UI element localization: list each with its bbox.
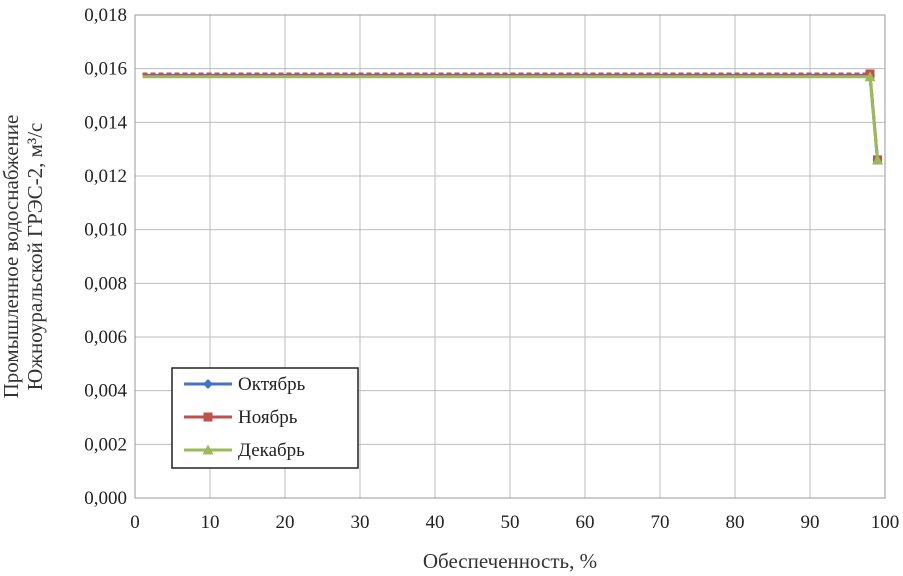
y-tick-label: 0,002 <box>84 434 127 455</box>
y-tick-label: 0,000 <box>84 488 127 509</box>
y-tick-label: 0,018 <box>84 5 127 26</box>
legend-label: Октябрь <box>238 374 306 395</box>
data-point <box>872 154 883 165</box>
series-layer <box>142 69 883 165</box>
x-tick-label: 90 <box>801 512 820 533</box>
x-tick-label: 80 <box>726 512 745 533</box>
x-tick-label: 20 <box>276 512 295 533</box>
x-axis: 0 10 20 30 40 50 60 70 80 90 100 <box>130 512 899 533</box>
y-axis-title: Промышленное водоснабжение Южноуральской … <box>0 115 47 399</box>
series-3 <box>142 71 883 165</box>
y-tick-label: 0,004 <box>84 381 127 402</box>
legend-item: Октябрь <box>184 374 306 395</box>
legend: Октябрь Ноябрь Декабрь <box>171 367 359 469</box>
y-tick-label: 0,016 <box>84 59 127 80</box>
legend-label: Декабрь <box>238 440 305 461</box>
y-axis-title-line-2: Южноуральской ГРЭС-2, м³/с <box>23 123 47 391</box>
plot-frame <box>134 14 886 499</box>
legend-marker <box>202 444 214 455</box>
x-tick-label: 10 <box>201 512 220 533</box>
data-point <box>864 71 876 82</box>
y-tick-label: 0,012 <box>84 166 127 187</box>
x-axis-title: Обеспеченность, % <box>423 549 597 573</box>
x-tick-label: 50 <box>501 512 520 533</box>
y-tick-label: 0,014 <box>84 112 127 133</box>
x-tick-label: 40 <box>426 512 445 533</box>
x-tick-label: 30 <box>351 512 370 533</box>
y-tick-label: 0,006 <box>84 327 127 348</box>
series-1 <box>142 70 883 165</box>
legend-item: Декабрь <box>184 440 305 461</box>
legend-item: Ноябрь <box>184 407 298 428</box>
y-tick-label: 0,008 <box>84 273 127 294</box>
y-axis: 0,000 0,002 0,004 0,006 0,008 0,010 0,012 0,014… <box>84 5 127 509</box>
series-2 <box>142 69 882 165</box>
x-tick-label: 70 <box>651 512 670 533</box>
legend-marker <box>203 412 213 422</box>
legend-label: Ноябрь <box>238 407 298 428</box>
x-tick-label: 100 <box>871 512 900 533</box>
y-axis-title-line-1: Промышленное водоснабжение <box>0 115 23 399</box>
x-tick-label: 0 <box>130 512 140 533</box>
legend-marker <box>203 379 213 389</box>
y-tick-label: 0,010 <box>84 220 127 241</box>
x-tick-label: 60 <box>576 512 595 533</box>
